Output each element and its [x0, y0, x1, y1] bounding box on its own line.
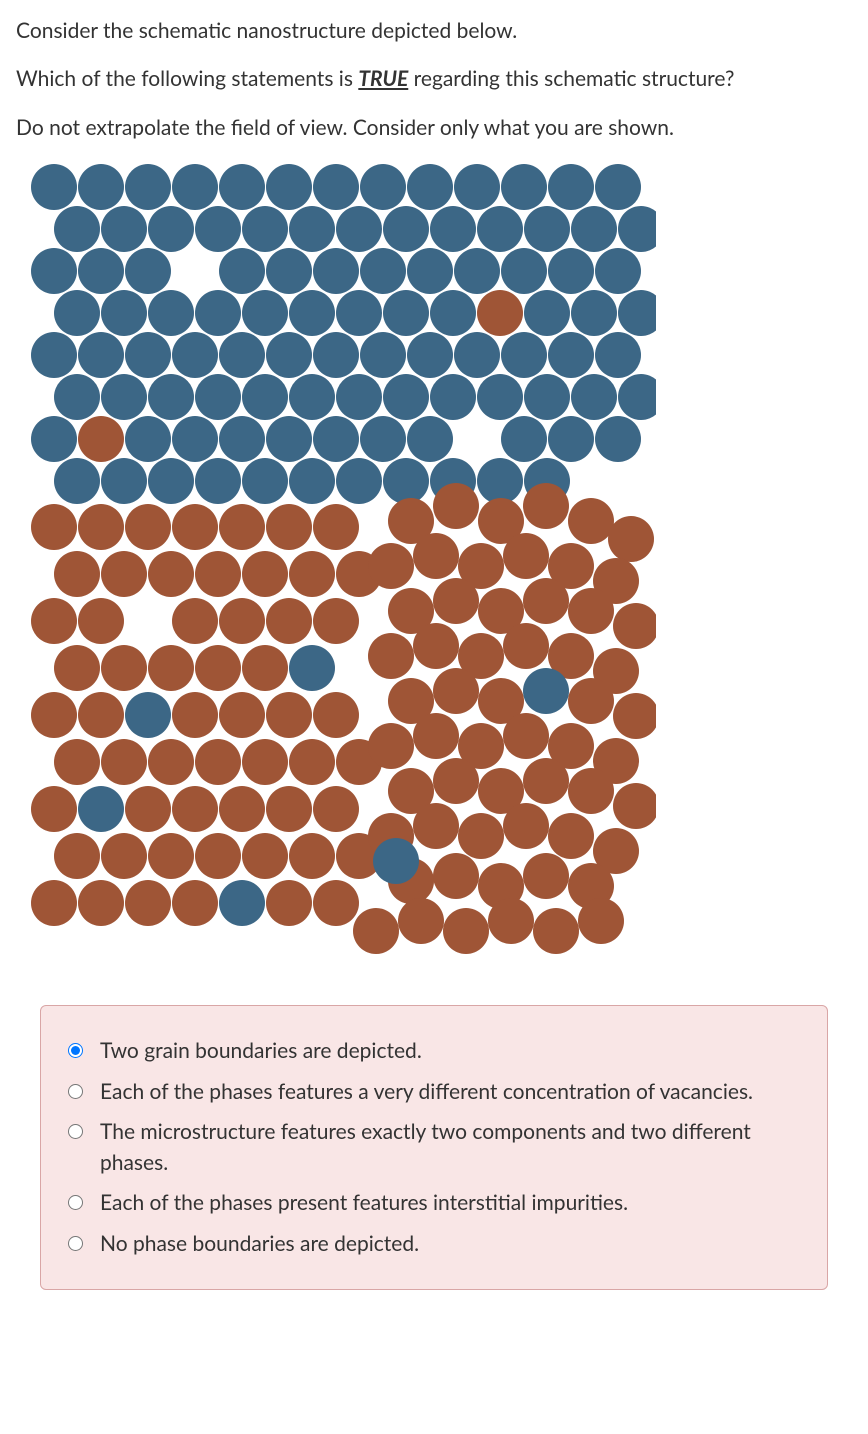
- answer-options-box: Two grain boundaries are depicted. Each o…: [40, 1005, 828, 1290]
- question-stem: Consider the schematic nanostructure dep…: [16, 16, 852, 143]
- question-line-1: Consider the schematic nanostructure dep…: [16, 16, 852, 46]
- answer-option[interactable]: Two grain boundaries are depicted.: [63, 1036, 805, 1066]
- answer-radio[interactable]: [68, 1043, 83, 1058]
- answer-label: Each of the phases present features inte…: [100, 1188, 628, 1218]
- question-line-3: Do not extrapolate the field of view. Co…: [16, 113, 852, 143]
- answer-option[interactable]: Each of the phases features a very diffe…: [63, 1077, 805, 1107]
- emphasis-true: TRUE: [358, 66, 408, 91]
- nanostructure-diagram: [16, 161, 852, 975]
- answer-label: Each of the phases features a very diffe…: [100, 1077, 753, 1107]
- answer-option[interactable]: No phase boundaries are depicted.: [63, 1229, 805, 1259]
- answer-option[interactable]: The microstructure features exactly two …: [63, 1117, 805, 1178]
- answer-label: No phase boundaries are depicted.: [100, 1229, 419, 1259]
- answer-radio[interactable]: [68, 1236, 83, 1251]
- question-line-2: Which of the following statements is TRU…: [16, 64, 852, 94]
- answer-option[interactable]: Each of the phases present features inte…: [63, 1188, 805, 1218]
- answer-label: The microstructure features exactly two …: [100, 1117, 805, 1178]
- answer-radio[interactable]: [68, 1084, 83, 1099]
- answer-radio[interactable]: [68, 1124, 83, 1139]
- answer-radio[interactable]: [68, 1195, 83, 1210]
- answer-label: Two grain boundaries are depicted.: [100, 1036, 422, 1066]
- nanostructure-svg: [16, 161, 656, 971]
